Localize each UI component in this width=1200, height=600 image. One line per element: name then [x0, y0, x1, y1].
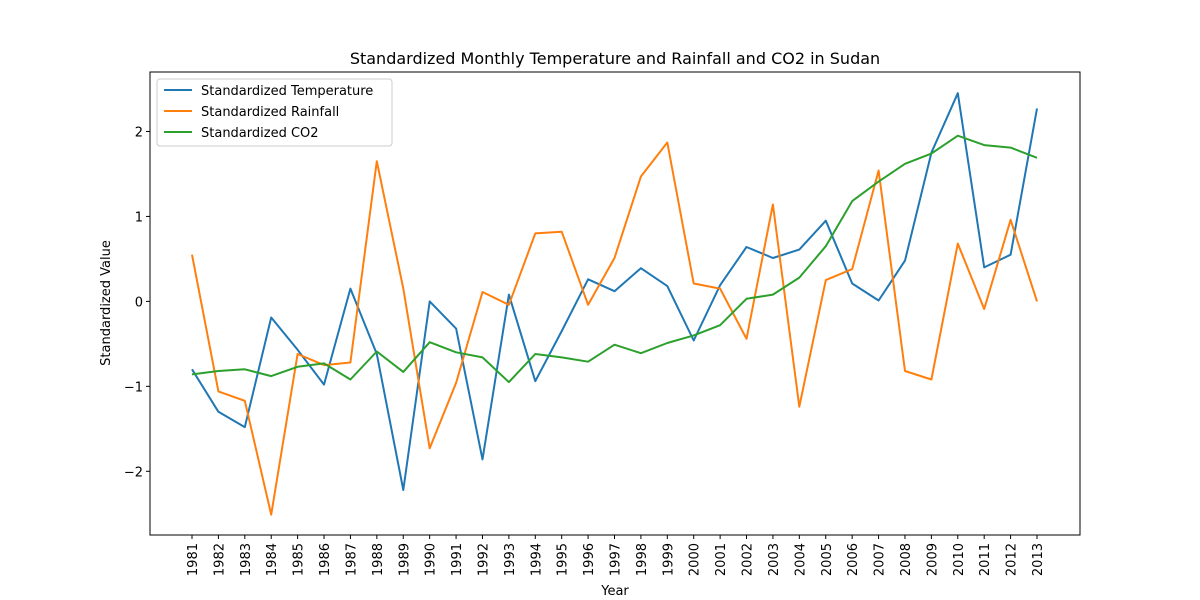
x-tick-label: 1998: [635, 543, 650, 576]
x-tick-label: 1985: [292, 543, 307, 576]
x-tick-label: 2009: [925, 543, 940, 576]
x-tick-label: 1999: [661, 543, 676, 576]
x-axis-label: Year: [600, 584, 629, 599]
legend-label: Standardized Temperature: [201, 84, 373, 99]
y-tick-label: 2: [135, 125, 143, 140]
x-tick-label: 1986: [318, 543, 333, 576]
series-line-2: [191, 141, 1038, 516]
y-tick-label: −1: [124, 380, 143, 395]
x-tick-label: 2001: [714, 543, 729, 576]
legend: Standardized Temperature Standardized Rai…: [156, 78, 393, 147]
x-tick-label: 2013: [1031, 543, 1046, 576]
series-layer: [191, 92, 1038, 516]
chart-title: Standardized Monthly Temperature and Rai…: [350, 49, 880, 68]
legend-label: Standardized CO2: [201, 126, 319, 141]
legend-box: [156, 78, 393, 147]
x-tick-label: 1995: [556, 543, 571, 576]
x-tick-label: 1983: [239, 543, 254, 576]
x-tick-label: 1997: [609, 543, 624, 576]
y-axis-label: Standardized Value: [99, 240, 114, 366]
x-tick-label: 2000: [688, 543, 703, 576]
x-tick-label: 2003: [767, 543, 782, 576]
x-tick-label: 1991: [450, 543, 465, 576]
x-tick-label: 2012: [1005, 543, 1020, 576]
x-tick-label: 2010: [952, 543, 967, 576]
x-tick-label: 1993: [503, 543, 518, 576]
x-tick-label: 1990: [424, 543, 439, 576]
x-tick-label: 2008: [899, 543, 914, 576]
x-tick-label: 1992: [476, 543, 491, 576]
x-tick-label: 2002: [741, 543, 756, 576]
series-line-3: [191, 134, 1038, 384]
x-tick-label: 2005: [820, 543, 835, 576]
y-tick-label: −2: [124, 465, 143, 480]
x-tick-label: 1982: [212, 543, 227, 576]
series-line-1: [191, 92, 1038, 491]
x-axis: 1981 1982 1983 1984 1985 1986 1987 1988 1989 1990…: [186, 535, 1046, 576]
x-tick-label: 1989: [397, 543, 412, 576]
x-tick-label: 2006: [846, 543, 861, 576]
y-axis: −2 −1 0 1 2: [124, 125, 150, 480]
x-tick-label: 1996: [582, 543, 597, 576]
x-tick-label: 1987: [344, 543, 359, 576]
x-tick-label: 1994: [529, 543, 544, 576]
x-tick-label: 2004: [793, 543, 808, 576]
legend-label: Standardized Rainfall: [201, 105, 339, 120]
x-tick-label: 2011: [978, 543, 993, 576]
x-tick-label: 1988: [371, 543, 386, 576]
x-tick-label: 1981: [186, 543, 201, 576]
x-tick-label: 2007: [873, 543, 888, 576]
y-tick-label: 0: [135, 295, 143, 310]
x-tick-label: 1984: [265, 543, 280, 576]
y-tick-label: 1: [135, 210, 143, 225]
